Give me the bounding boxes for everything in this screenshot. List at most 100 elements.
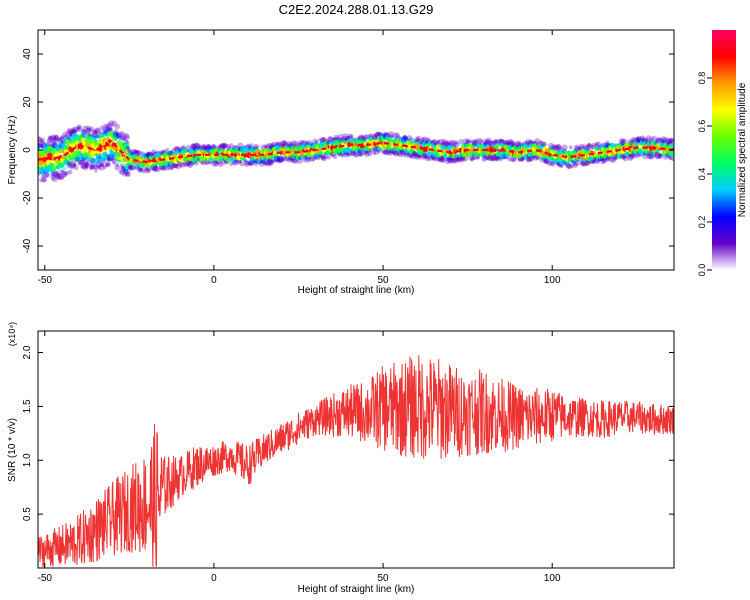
heatmap-cell (554, 144, 560, 150)
heatmap-cell (423, 156, 427, 160)
heatmap-cell (54, 173, 61, 180)
heatmap-cell (106, 163, 110, 167)
heatmap-cell (268, 144, 273, 149)
heatmap-cell (368, 133, 374, 139)
heatmap-cell (329, 152, 334, 157)
heatmap-cell (85, 127, 92, 134)
heatmap-cell (612, 155, 618, 160)
heatmap-cell (91, 132, 98, 138)
heatmap-cell (458, 138, 464, 145)
heatmap-cell (389, 133, 394, 138)
heatmap-cell (654, 154, 661, 160)
heatmap-cell (204, 160, 210, 165)
heatmap-cell (42, 171, 49, 179)
heatmap-cell (593, 156, 598, 161)
heatmap-cell (356, 146, 363, 153)
heatmap-cell (488, 140, 495, 147)
heatmap-cell (566, 163, 573, 170)
heatmap-cell (160, 165, 166, 170)
heatmap-cell (65, 132, 72, 139)
heatmap-cell (600, 159, 606, 165)
heatmap-cell (544, 160, 549, 164)
heatmap-cell (585, 146, 590, 151)
heatmap-cell (247, 146, 252, 150)
heatmap-cell (245, 146, 252, 153)
heatmap-cell (542, 157, 548, 163)
heatmap-cell (267, 160, 272, 166)
heatmap-cell (179, 162, 186, 168)
heatmap-cell (130, 151, 134, 156)
heatmap-cell (84, 161, 89, 166)
heatmap-cell (472, 140, 478, 146)
heatmap-cell (38, 143, 42, 149)
heatmap-cell (436, 140, 441, 145)
spectrogram-y-label: Frequency (Hz) (7, 116, 18, 185)
heatmap-cell (128, 166, 134, 171)
heatmap-cell (190, 143, 197, 150)
heatmap-cell (84, 161, 89, 166)
heatmap-cell (592, 160, 596, 164)
heatmap-cell (465, 140, 469, 144)
heatmap-cell (502, 153, 506, 157)
heatmap-cell (513, 145, 519, 151)
heatmap-cell (528, 156, 535, 162)
heatmap-cell (539, 140, 545, 145)
heatmap-cell (463, 138, 469, 144)
heatmap-cell (462, 155, 469, 162)
heatmap-cell (90, 164, 96, 170)
heatmap-cell (441, 138, 448, 145)
heatmap-cell (233, 159, 239, 166)
heatmap-cell (450, 140, 457, 147)
heatmap-cell (66, 164, 71, 169)
heatmap-cell (102, 127, 108, 133)
colorbar-gradient (712, 30, 736, 270)
heatmap-cell (526, 157, 531, 162)
heatmap-cell (76, 126, 82, 132)
heatmap-cell (570, 163, 575, 169)
heatmap-cell (107, 127, 112, 132)
heatmap-cell (280, 143, 286, 149)
heatmap-cell (88, 126, 94, 132)
heatmap-cell (193, 143, 200, 149)
heatmap-cell (381, 148, 386, 153)
heatmap-cell (84, 165, 89, 169)
heatmap-cell (476, 156, 480, 160)
heatmap-cell (67, 169, 73, 175)
heatmap-cell (457, 157, 463, 163)
heatmap-cell (542, 142, 547, 147)
heatmap-cell (66, 162, 71, 167)
heatmap-cell (47, 140, 51, 144)
heatmap-cell (454, 140, 459, 145)
heatmap-cell (457, 156, 462, 162)
heatmap-cell (340, 153, 345, 158)
snr-frame (37, 330, 675, 569)
heatmap-cell (40, 137, 45, 143)
heatmap-cell (555, 143, 562, 150)
x-tick-label: 0 (211, 573, 217, 584)
heatmap-cell (253, 161, 259, 167)
heatmap-cell (202, 146, 209, 152)
heatmap-cell (187, 161, 191, 165)
heatmap-cell (294, 140, 300, 146)
heatmap-cell (153, 165, 158, 170)
heatmap-cell (98, 130, 103, 135)
heatmap-cell (362, 134, 368, 141)
heatmap-cell (287, 157, 292, 162)
heatmap-cell (440, 156, 445, 161)
heatmap-cell (656, 153, 662, 159)
heatmap-cell (266, 159, 273, 166)
heatmap-cell (664, 139, 669, 144)
heatmap-cell (481, 156, 487, 162)
heatmap-cell (221, 145, 226, 150)
heatmap-cell (627, 155, 633, 161)
heatmap-cell (133, 149, 138, 154)
heatmap-cell (77, 162, 81, 166)
heatmap-cell (187, 162, 194, 169)
heatmap-cell (436, 139, 441, 144)
heatmap-cell (605, 140, 610, 145)
heatmap-cell (115, 162, 120, 167)
heatmap-cell (76, 148, 80, 152)
heatmap-cell (270, 159, 275, 164)
heatmap-cell (41, 177, 47, 183)
